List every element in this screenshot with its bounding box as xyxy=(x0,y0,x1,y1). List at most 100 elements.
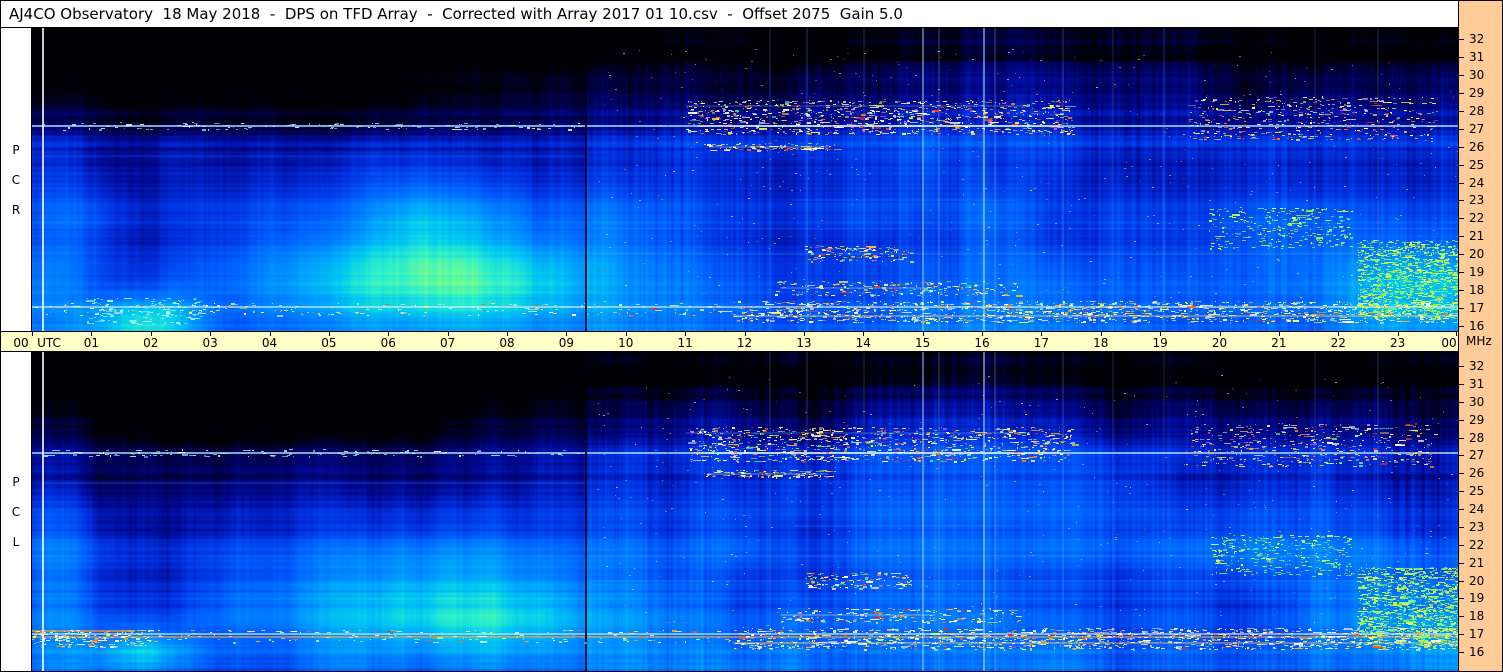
hour-tick xyxy=(150,332,152,336)
freq-label: 31 xyxy=(1469,376,1485,391)
freq-tick xyxy=(1459,580,1464,582)
freq-tick xyxy=(1459,164,1464,166)
hour-label: 08 xyxy=(499,336,515,350)
freq-label: 26 xyxy=(1469,466,1485,481)
mhz-label: MHz xyxy=(1466,334,1492,348)
hour-label: 02 xyxy=(143,336,159,350)
freq-tick xyxy=(1459,200,1464,202)
hour-tick xyxy=(803,332,805,336)
hour-label: 23 xyxy=(1389,336,1406,350)
spectrogram-canvas-lcp xyxy=(32,352,1458,671)
freq-tick xyxy=(1459,526,1464,528)
freq-label: 20 xyxy=(1469,247,1485,262)
freq-label: 29 xyxy=(1469,412,1485,427)
hour-tick xyxy=(91,332,93,336)
freq-tick xyxy=(1459,509,1464,510)
hour-tick xyxy=(922,332,924,336)
freq-label: 16 xyxy=(1469,319,1485,333)
hour-tick xyxy=(210,332,212,336)
freq-tick xyxy=(1459,56,1464,58)
freq-label: 24 xyxy=(1469,502,1485,516)
freq-tick xyxy=(1459,92,1464,94)
hour-label: 06 xyxy=(380,336,396,350)
hour-label: 01 xyxy=(83,336,100,350)
freq-tick xyxy=(1459,634,1464,636)
hour-label: 03 xyxy=(202,336,218,350)
hour-tick xyxy=(863,332,865,336)
page-title: AJ4CO Observatory 18 May 2018 - DPS on T… xyxy=(9,5,903,23)
hour-label: 21 xyxy=(1271,336,1287,350)
frequency-axis: 32 32 31 31 30 30 29 29 28 28 27 27 26 26 25 25 24 24 23 23… xyxy=(1458,1,1502,671)
freq-tick xyxy=(1459,218,1464,220)
hour-label: 12 xyxy=(736,336,753,350)
freq-label: 29 xyxy=(1469,85,1485,100)
freq-label: 19 xyxy=(1469,591,1485,606)
hour-tick xyxy=(269,332,271,336)
hour-tick xyxy=(685,332,687,336)
time-axis: 00 01 02 03 04 05 06 07 08 09 10 11 12 13 14 15 16 17 18 19… xyxy=(1,331,1458,352)
freq-tick xyxy=(1459,598,1464,600)
freq-label: 27 xyxy=(1469,121,1485,136)
hour-tick xyxy=(1456,332,1457,336)
freq-label: 20 xyxy=(1469,573,1485,588)
panel-label-letter: C xyxy=(11,172,21,187)
freq-label: 25 xyxy=(1469,157,1485,172)
panel-label-letter: L xyxy=(12,534,20,549)
freq-tick xyxy=(1459,616,1464,618)
hour-label: 15 xyxy=(914,336,931,350)
hour-tick xyxy=(1160,332,1162,336)
freq-label: 26 xyxy=(1469,139,1485,154)
freq-tick xyxy=(1459,290,1464,292)
hour-label: 16 xyxy=(974,336,990,350)
hour-label: 17 xyxy=(1033,336,1050,350)
hour-label: 11 xyxy=(677,336,693,350)
freq-tick xyxy=(1459,74,1464,76)
hour-label: 07 xyxy=(439,336,456,350)
freq-tick xyxy=(1459,544,1464,546)
hour-tick xyxy=(328,332,330,336)
freq-label: 25 xyxy=(1469,484,1485,499)
freq-label: 18 xyxy=(1469,609,1485,624)
hour-tick xyxy=(32,332,33,336)
freq-label: 27 xyxy=(1469,448,1485,463)
hour-label: 14 xyxy=(855,336,871,350)
freq-tick xyxy=(1459,473,1464,475)
freq-tick xyxy=(1459,254,1464,256)
freq-label: 24 xyxy=(1469,175,1485,190)
freq-label: 30 xyxy=(1469,67,1485,82)
freq-label: 16 xyxy=(1469,645,1485,659)
hour-label: 19 xyxy=(1152,336,1168,350)
hour-tick xyxy=(447,332,449,336)
freq-label: 23 xyxy=(1469,193,1485,208)
freq-tick xyxy=(1459,455,1464,457)
hour-tick xyxy=(1338,332,1340,336)
hour-tick xyxy=(388,332,390,336)
freq-tick xyxy=(1459,562,1464,564)
freq-tick xyxy=(1459,326,1464,327)
freq-tick xyxy=(1459,419,1464,421)
hour-label: 04 xyxy=(261,336,278,350)
hour-label: 10 xyxy=(618,336,634,350)
freq-label: 32 xyxy=(1469,32,1485,46)
hour-label: 13 xyxy=(796,336,812,350)
hour-label: 20 xyxy=(1211,336,1228,350)
hour-tick xyxy=(982,332,983,336)
panel-label-letter: R xyxy=(11,202,21,217)
panel-label-letter: P xyxy=(12,474,20,489)
freq-label: 17 xyxy=(1469,301,1485,316)
freq-label: 31 xyxy=(1469,49,1485,64)
freq-tick xyxy=(1459,383,1464,385)
hour-label: 05 xyxy=(321,336,337,350)
freq-label: 19 xyxy=(1469,265,1485,280)
hour-label: 00 xyxy=(1441,336,1457,350)
hour-label: 18 xyxy=(1093,336,1109,350)
hour-tick xyxy=(1219,332,1221,336)
freq-label: 21 xyxy=(1469,229,1485,244)
freq-label: 28 xyxy=(1469,103,1485,118)
freq-tick xyxy=(1459,182,1464,184)
freq-tick xyxy=(1459,308,1464,310)
hour-tick xyxy=(566,332,568,336)
